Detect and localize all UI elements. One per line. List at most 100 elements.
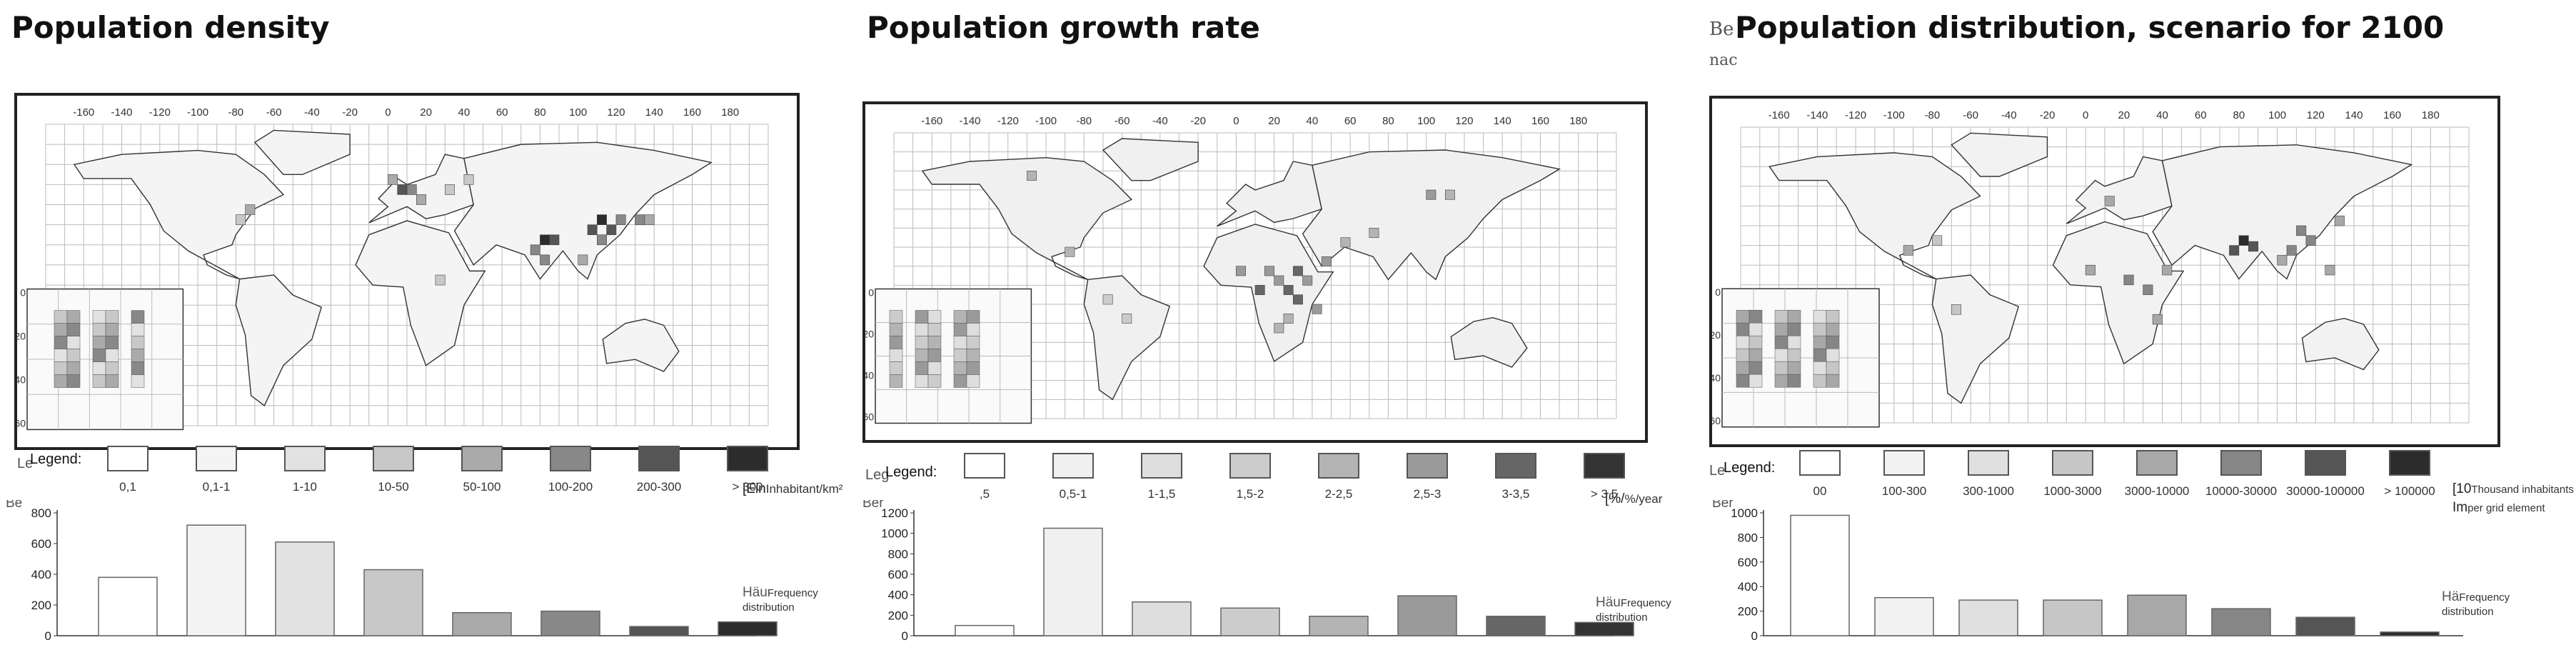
y-tick-label: 0 (45, 629, 51, 643)
map-lat-tick-label: 60 (865, 411, 874, 423)
legend-swatch (196, 446, 237, 471)
legend-swatch (2220, 450, 2262, 476)
map-lon-tick-label: 60 (1344, 115, 1357, 127)
continent-australia (602, 319, 680, 372)
inset-map-cell (66, 361, 81, 375)
map-cell (1283, 314, 1294, 324)
histogram-bar (275, 541, 335, 636)
frequency-label-block: HäFrequency distribution (2442, 590, 2535, 619)
histogram-bar (2043, 599, 2103, 636)
inset-map-cell (131, 323, 145, 336)
histogram-bar (629, 626, 689, 636)
map-lon-tick-label: 180 (2422, 109, 2440, 121)
legend-swatch (2389, 450, 2430, 476)
inset-map-cell (966, 310, 980, 324)
continent-north-america (73, 149, 285, 280)
legend-unit-2: Imper grid element (2452, 500, 2545, 516)
legend-class-label: 30000-100000 (2286, 484, 2365, 498)
inset-map-cell (54, 336, 68, 349)
map-lon-tick-label: -40 (1152, 115, 1168, 127)
histogram-fragment: Be (6, 500, 22, 511)
inset-map-cell (1774, 335, 1788, 349)
map-cell (1122, 314, 1132, 324)
map-lat-tick-label: 0 (868, 287, 874, 299)
inset-map-cell (915, 374, 929, 388)
map-cell (2286, 245, 2297, 256)
inset-map-cell (1749, 309, 1763, 324)
legend-swatch (1883, 450, 1925, 476)
map-cell (1264, 266, 1274, 276)
inset-map-cell (1749, 374, 1763, 388)
y-tick-label: 600 (1738, 556, 1758, 569)
histogram-fragment: Ber (1712, 500, 1734, 511)
legend-fragment: Le (1709, 463, 1726, 479)
chart-title: Population density (11, 10, 330, 45)
legend-class-label: 0,1 (119, 480, 136, 494)
panel-population-density: Population density -160 -140 -120 -100 -80 -6… (0, 0, 842, 650)
inset-map-cell (54, 361, 68, 375)
inset-map-cell (1813, 335, 1827, 349)
map-cell (1932, 235, 1943, 246)
map-cell (2334, 215, 2345, 226)
map-cell (1292, 294, 1303, 305)
histogram-bar (1574, 621, 1634, 636)
y-tick-label: 1000 (1731, 506, 1758, 520)
inset-map-cell (1787, 309, 1801, 324)
map-cell (1369, 228, 1379, 238)
map-lon-tick-label: 160 (2383, 109, 2401, 121)
legend-class-label: 3-3,5 (1501, 487, 1530, 501)
map-cell (1292, 266, 1303, 276)
map-cell (1445, 189, 1455, 200)
continent-asia (453, 141, 713, 280)
map-cell (540, 254, 550, 266)
map-cell (435, 274, 446, 286)
histogram-bar (452, 612, 512, 636)
continent-greenland (1951, 132, 2048, 177)
inset-map-cell (1787, 322, 1801, 336)
map-lon-tick-label: 40 (2156, 109, 2168, 121)
inset-map-cell (1774, 361, 1788, 375)
inset-map-cell (1736, 348, 1750, 362)
map-lon-tick-label: 120 (2307, 109, 2325, 121)
map-lon-tick-label: -20 (342, 106, 358, 119)
map-cell (1340, 237, 1351, 248)
inset-map-cell (1749, 348, 1763, 362)
inset-map-cell (1774, 309, 1788, 324)
map-cell (2229, 245, 2240, 256)
inset-map-cell (105, 310, 119, 324)
inset-map-cell (1736, 322, 1750, 336)
map-cell (2238, 235, 2249, 246)
inset-map-cell (1813, 309, 1827, 324)
map-cell (397, 184, 408, 195)
world-map-grid: -160 -140 -120 -100 -80 -60 -40 -20 0 20 40 60 80 100… (17, 106, 769, 431)
map-lon-tick-label: 120 (607, 106, 625, 119)
panel-population-distribution-2100: Be nac Population distribution, scenario… (1706, 0, 2574, 650)
histogram-bar (1874, 596, 1934, 636)
map-cell (2085, 264, 2095, 276)
world-map: -160 -140 -120 -100 -80 -60 -40 -20 0 20 40 60 80 100… (1709, 96, 2500, 447)
legend-swatch (2305, 450, 2346, 476)
map-lon-tick-label: -60 (1963, 109, 1978, 121)
unit-label: %/year (1624, 492, 1663, 506)
map-cell (2152, 314, 2163, 325)
map-lat-tick-label: 0 (1715, 286, 1721, 298)
map-lon-tick-label: -100 (1883, 109, 1905, 121)
legend-title: Legend: (30, 451, 82, 467)
map-lon-tick-label: -80 (1925, 109, 1941, 121)
frequency-histogram: Ber 0 200 400 600 800 1000 (1712, 500, 2463, 643)
inset-map-cell (54, 310, 68, 324)
map-cell (1426, 189, 1437, 200)
legend-class-label: 0,5-1 (1059, 487, 1087, 501)
inset-map-cell (1774, 348, 1788, 362)
inset-map-cell (1787, 374, 1801, 388)
inset-map-cell (953, 374, 967, 388)
map-cell (540, 234, 550, 246)
subtitle-fragment: nac (1709, 51, 1738, 69)
map-lon-tick-label: 20 (1268, 115, 1280, 127)
map-cell (1312, 304, 1322, 314)
legend-class-label: 00 (1813, 484, 1827, 498)
legend-class-label: > 3,5 (1590, 487, 1619, 501)
inset-map-cell (1749, 335, 1763, 349)
legend-swatch (107, 446, 149, 471)
legend-swatch (1799, 450, 1841, 476)
